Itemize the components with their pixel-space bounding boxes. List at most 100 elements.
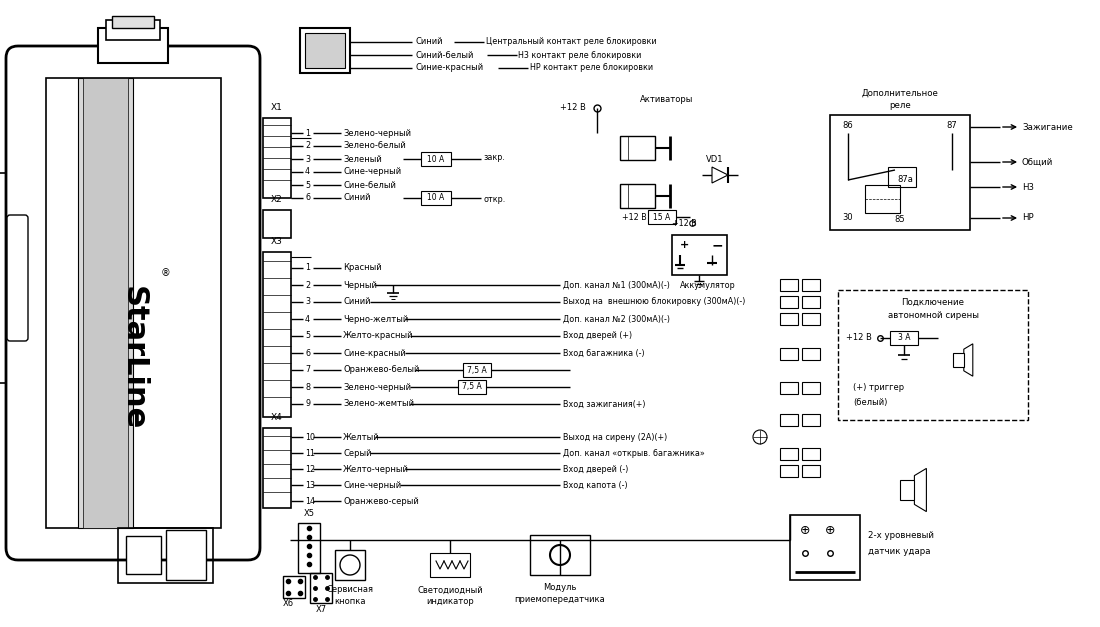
Bar: [112, 16, 154, 28]
Text: Зажигание: Зажигание: [1022, 122, 1072, 132]
Text: Сервисная: Сервисная: [327, 586, 374, 594]
Bar: [305, 33, 345, 68]
Text: ⊕: ⊕: [825, 524, 835, 537]
Polygon shape: [712, 167, 728, 183]
Text: ⊕: ⊕: [800, 524, 811, 537]
Bar: [118, 528, 213, 583]
FancyBboxPatch shape: [7, 215, 28, 341]
Bar: [98, 28, 168, 63]
Text: Синий: Синий: [416, 38, 443, 46]
Text: 15 А: 15 А: [653, 213, 671, 221]
Bar: [300, 28, 350, 73]
Text: Вход багажника (-): Вход багажника (-): [563, 349, 645, 357]
Bar: [780, 348, 798, 360]
Text: 4: 4: [305, 167, 310, 176]
Text: X1: X1: [271, 103, 283, 112]
Text: Красный: Красный: [343, 263, 382, 273]
Text: НР контакт реле блокировки: НР контакт реле блокировки: [529, 63, 652, 73]
Text: Зелено-белый: Зелено-белый: [343, 142, 406, 150]
Text: 14: 14: [305, 497, 315, 505]
Text: Синий: Синий: [343, 297, 371, 307]
Text: VD1: VD1: [706, 155, 724, 164]
Bar: [802, 313, 820, 325]
Polygon shape: [964, 344, 972, 376]
Bar: [421, 191, 451, 205]
Text: Н3 контакт реле блокировки: Н3 контакт реле блокировки: [518, 51, 642, 60]
Bar: [838, 290, 1028, 420]
Bar: [865, 185, 900, 213]
Text: +12 В: +12 В: [560, 103, 586, 112]
Text: Модуль: Модуль: [543, 582, 576, 591]
Text: X7: X7: [316, 604, 327, 613]
Bar: [780, 448, 798, 460]
Text: 5: 5: [305, 332, 310, 340]
Text: +12 В: +12 В: [621, 214, 647, 223]
Bar: [78, 78, 133, 528]
Text: кнопка: кнопка: [334, 598, 365, 606]
Bar: [310, 573, 332, 603]
Text: реле: реле: [889, 100, 911, 110]
Bar: [802, 414, 820, 426]
Bar: [263, 252, 292, 417]
Bar: [953, 353, 964, 367]
Text: Серый: Серый: [343, 448, 372, 458]
Bar: [263, 210, 292, 238]
Text: 12: 12: [305, 465, 315, 473]
Text: Зеленый: Зеленый: [343, 154, 382, 164]
Text: 9: 9: [305, 399, 310, 409]
Bar: [802, 279, 820, 291]
Bar: [166, 530, 206, 580]
Text: Синие-красный: Синие-красный: [416, 63, 484, 73]
Polygon shape: [914, 468, 926, 512]
Text: X4: X4: [271, 413, 283, 423]
Text: 7,5 А: 7,5 А: [462, 382, 482, 391]
Text: Светодиодный: Светодиодный: [417, 586, 483, 594]
Text: 3 А: 3 А: [898, 334, 911, 342]
Bar: [620, 136, 654, 160]
Text: 87: 87: [947, 120, 957, 130]
Bar: [780, 296, 798, 308]
Text: откр.: откр.: [483, 196, 505, 204]
Text: Черный: Черный: [343, 280, 377, 290]
Text: Желтый: Желтый: [343, 433, 379, 441]
Text: X5: X5: [304, 508, 315, 517]
Text: +12 В: +12 В: [846, 334, 872, 342]
Text: (белый): (белый): [852, 398, 888, 406]
Text: 2-х уровневый: 2-х уровневый: [868, 530, 934, 539]
Text: −: −: [712, 238, 724, 252]
Text: Оранжево-серый: Оранжево-серый: [343, 497, 419, 505]
Bar: [648, 210, 676, 224]
Text: Сине-черный: Сине-черный: [343, 480, 402, 490]
Bar: [802, 348, 820, 360]
Bar: [802, 382, 820, 394]
Text: 1: 1: [305, 129, 310, 137]
Bar: [283, 576, 305, 598]
Text: 3: 3: [305, 297, 310, 307]
Bar: [802, 296, 820, 308]
Text: НР: НР: [1022, 214, 1034, 223]
Text: 7,5 А: 7,5 А: [468, 366, 487, 374]
Text: Зелено-черный: Зелено-черный: [343, 129, 411, 137]
Bar: [672, 235, 727, 275]
Text: 85: 85: [894, 216, 905, 224]
Text: 13: 13: [305, 480, 315, 490]
Text: Выход на  внешнюю блокировку (300мА)(-): Выход на внешнюю блокировку (300мА)(-): [563, 297, 746, 307]
Text: 11: 11: [305, 448, 315, 458]
Bar: [463, 363, 491, 377]
Bar: [830, 115, 970, 230]
Text: 7: 7: [305, 366, 310, 374]
Text: Доп. канал «открыв. багажника»: Доп. канал «открыв. багажника»: [563, 448, 705, 458]
Bar: [888, 167, 916, 187]
Text: 1: 1: [305, 263, 310, 273]
Bar: [790, 515, 860, 580]
Text: X2: X2: [271, 196, 283, 204]
Text: 2: 2: [305, 280, 310, 290]
Text: Сине-белый: Сине-белый: [343, 181, 396, 189]
Text: Вход капота (-): Вход капота (-): [563, 480, 628, 490]
Text: приемопередатчика: приемопередатчика: [515, 594, 605, 604]
Text: 10 А: 10 А: [428, 154, 444, 164]
Text: 8: 8: [305, 382, 310, 391]
Bar: [780, 382, 798, 394]
Bar: [430, 553, 470, 577]
Text: 86: 86: [843, 120, 854, 130]
